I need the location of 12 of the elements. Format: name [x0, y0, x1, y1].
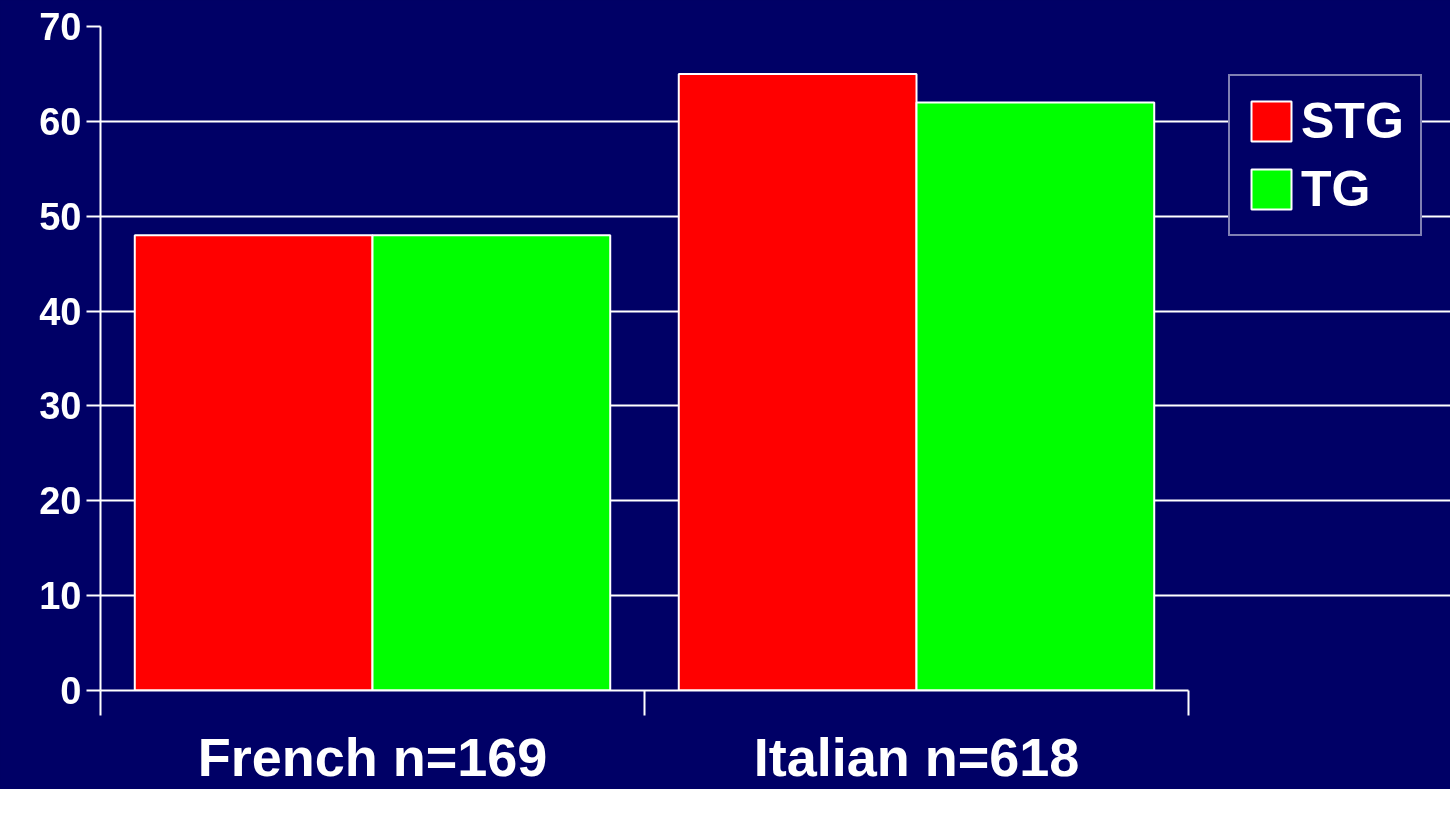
y-tick-label: 10: [39, 575, 82, 618]
y-tick-label: 40: [39, 290, 82, 333]
y-tick-label: 20: [39, 480, 82, 523]
y-tick-label: 50: [39, 195, 82, 238]
legend-label: STG: [1301, 92, 1404, 150]
y-tick-label: 0: [60, 670, 82, 712]
y-tick-label: 60: [39, 100, 82, 143]
y-tick-label: 30: [39, 385, 82, 428]
x-tick-label: French n=169: [197, 726, 548, 787]
y-tick-label: 70: [39, 6, 82, 48]
x-tick-label: Italian n=618: [753, 726, 1080, 787]
legend-label: TG: [1301, 160, 1371, 218]
